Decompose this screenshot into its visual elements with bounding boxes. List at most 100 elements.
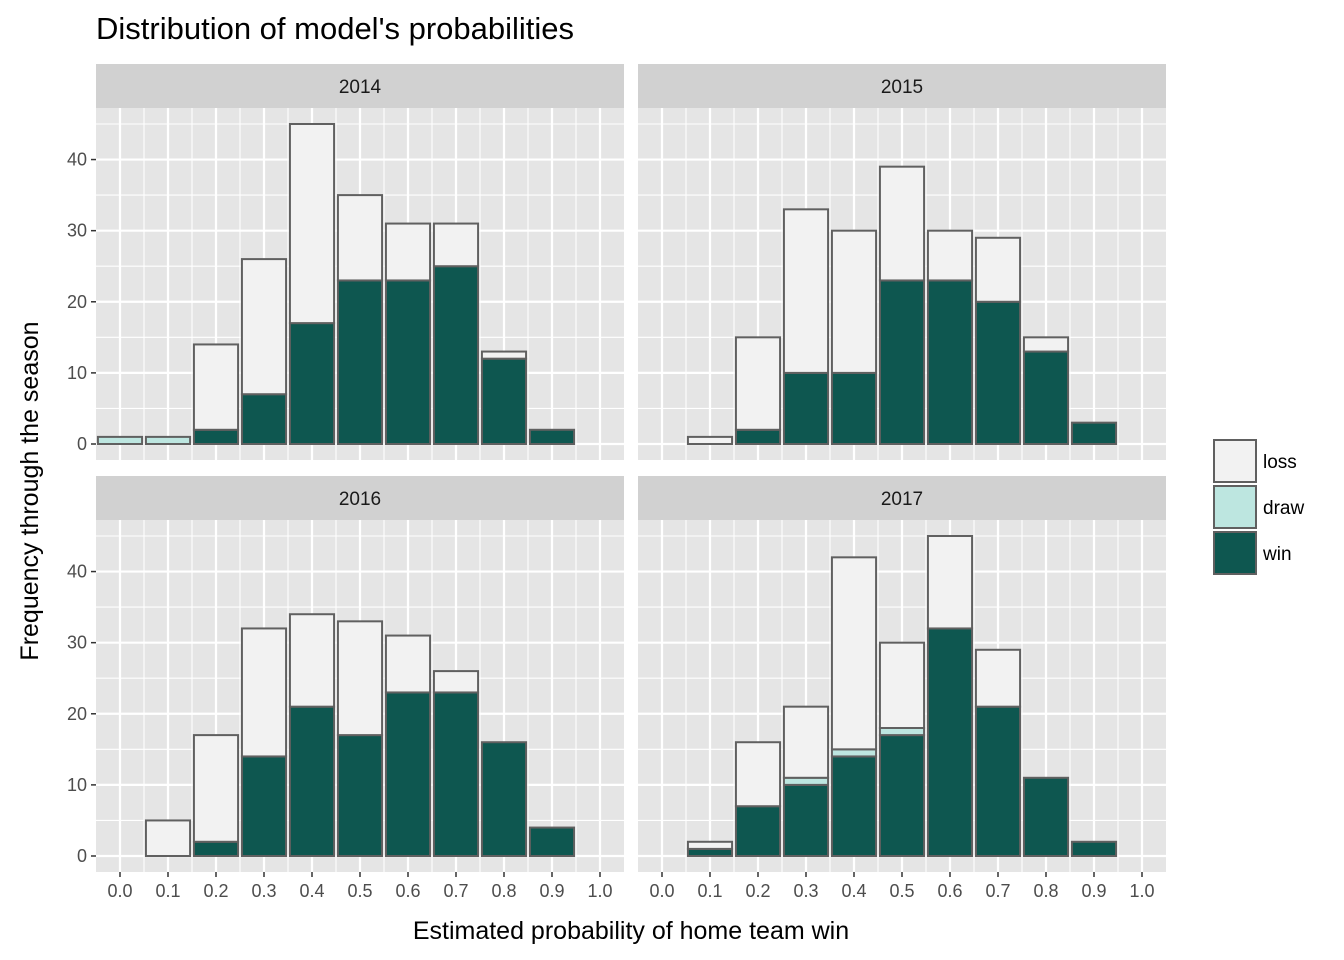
bar-win-0.8 (480, 741, 528, 858)
panel-2017: 2017 (638, 476, 1166, 872)
bar-loss-0.3 (782, 208, 830, 374)
bar-loss-0.8 (1022, 336, 1070, 353)
bar-win-0.3 (782, 371, 830, 445)
legend-label-win: win (1262, 544, 1292, 565)
panels: 2014 2015 2016 2017 (96, 64, 1166, 872)
bar-loss-0.6 (926, 229, 974, 282)
bar-win-0.1 (686, 847, 734, 858)
x-tick-label: 0.2 (203, 881, 228, 901)
bar-loss-0.1 (144, 819, 192, 858)
bar-loss-0.6 (926, 535, 974, 630)
strip-label: 2015 (881, 77, 923, 98)
bar-loss-0.7 (974, 236, 1022, 303)
y-tick-label: 10 (67, 775, 87, 795)
x-tick-label: 0.6 (937, 881, 962, 901)
strip-label: 2016 (339, 489, 381, 510)
panel-2015: 2015 (638, 64, 1166, 460)
bar-win-0.3 (240, 393, 288, 446)
strip-2016 (96, 476, 624, 520)
bar-loss-0.5 (336, 194, 384, 282)
y-tick-label: 0 (77, 434, 87, 454)
x-tick-label: 0.1 (155, 881, 180, 901)
panel-2014: 2014 (96, 64, 624, 460)
bar-draw-0.1 (144, 435, 192, 445)
strip-2017 (638, 476, 1166, 520)
legend-key-loss (1213, 439, 1257, 483)
bar-win-0.5 (336, 279, 384, 446)
bar-loss-0.2 (192, 343, 240, 431)
x-tick-label: 0.5 (889, 881, 914, 901)
x-axis-ticks: 0.0 0.1 0.2 0.3 0.4 0.5 0.6 0.7 0.8 0.9 1.0 0.0 0.1 0… (107, 872, 1155, 901)
bar-win-0.2 (734, 428, 782, 445)
bar-loss-0.2 (734, 741, 782, 808)
bar-loss-0.3 (240, 258, 288, 396)
x-tick-label: 0.9 (539, 881, 564, 901)
bars (686, 535, 1118, 858)
y-axis-ticks: 0 10 20 30 40 0 10 20 30 40 (67, 150, 96, 866)
x-tick-label: 1.0 (587, 881, 612, 901)
bar-win-0.5 (878, 734, 926, 857)
bar-draw-0.3 (782, 776, 830, 786)
bar-win-0.2 (192, 840, 240, 857)
legend: loss draw win (1213, 439, 1304, 575)
legend-key-draw (1213, 485, 1257, 529)
bar-win-0.5 (336, 734, 384, 857)
bar-win-0.6 (384, 279, 432, 446)
x-tick-label: 1.0 (1129, 881, 1154, 901)
bar-win-0.4 (830, 755, 878, 858)
x-tick-label: 0.8 (491, 881, 516, 901)
x-tick-label: 0.1 (697, 881, 722, 901)
bar-win-0.5 (878, 279, 926, 446)
bar-loss-0.7 (974, 648, 1022, 708)
x-tick-label: 0.3 (793, 881, 818, 901)
bar-win-0.7 (432, 265, 480, 445)
x-tick-label: 0.8 (1033, 881, 1058, 901)
bar-loss-0.4 (830, 229, 878, 374)
legend-key-win (1213, 531, 1257, 575)
bar-loss-0.6 (384, 634, 432, 694)
y-tick-label: 20 (67, 704, 87, 724)
strip-label: 2017 (881, 489, 923, 510)
bar-win-0.9 (528, 428, 576, 445)
bar-win-0.4 (288, 322, 336, 445)
bar-win-0.8 (1022, 776, 1070, 857)
bar-win-0.6 (384, 691, 432, 858)
bar-win-0.9 (1070, 840, 1118, 857)
bar-loss-0.5 (878, 165, 926, 282)
bars (96, 123, 576, 446)
x-tick-label: 0.3 (251, 881, 276, 901)
y-tick-label: 30 (67, 633, 87, 653)
bar-loss-0.3 (782, 705, 830, 779)
bar-loss-0.6 (384, 222, 432, 282)
x-tick-label: 0.2 (745, 881, 770, 901)
y-tick-label: 40 (67, 562, 87, 582)
bars (144, 613, 576, 858)
x-tick-label: 0.4 (841, 881, 866, 901)
bar-loss-0.1 (686, 435, 734, 445)
bar-loss-0.2 (192, 734, 240, 843)
bar-loss-0.5 (878, 641, 926, 730)
bar-loss-0.4 (830, 556, 878, 751)
strip-label: 2014 (339, 77, 382, 98)
bar-loss-0.8 (480, 350, 528, 360)
x-tick-label: 0.7 (443, 881, 468, 901)
x-tick-label: 0.0 (649, 881, 674, 901)
bar-win-0.3 (782, 783, 830, 858)
bar-win-0.8 (1022, 350, 1070, 445)
bar-win-0.8 (480, 357, 528, 445)
panel-2016: 2016 (96, 476, 624, 872)
bar-win-0.6 (926, 627, 974, 858)
y-tick-label: 40 (67, 150, 87, 170)
legend-label-draw: draw (1263, 498, 1304, 519)
bar-loss-0.4 (288, 613, 336, 708)
bars (686, 165, 1118, 446)
y-tick-label: 30 (67, 221, 87, 241)
x-axis-title: Estimated probability of home team win (413, 917, 849, 945)
bar-win-0.9 (528, 826, 576, 857)
y-tick-label: 0 (77, 846, 87, 866)
bar-loss-0.4 (288, 123, 336, 325)
bar-loss-0.3 (240, 627, 288, 758)
x-tick-label: 0.4 (299, 881, 324, 901)
bar-win-0.6 (926, 279, 974, 446)
